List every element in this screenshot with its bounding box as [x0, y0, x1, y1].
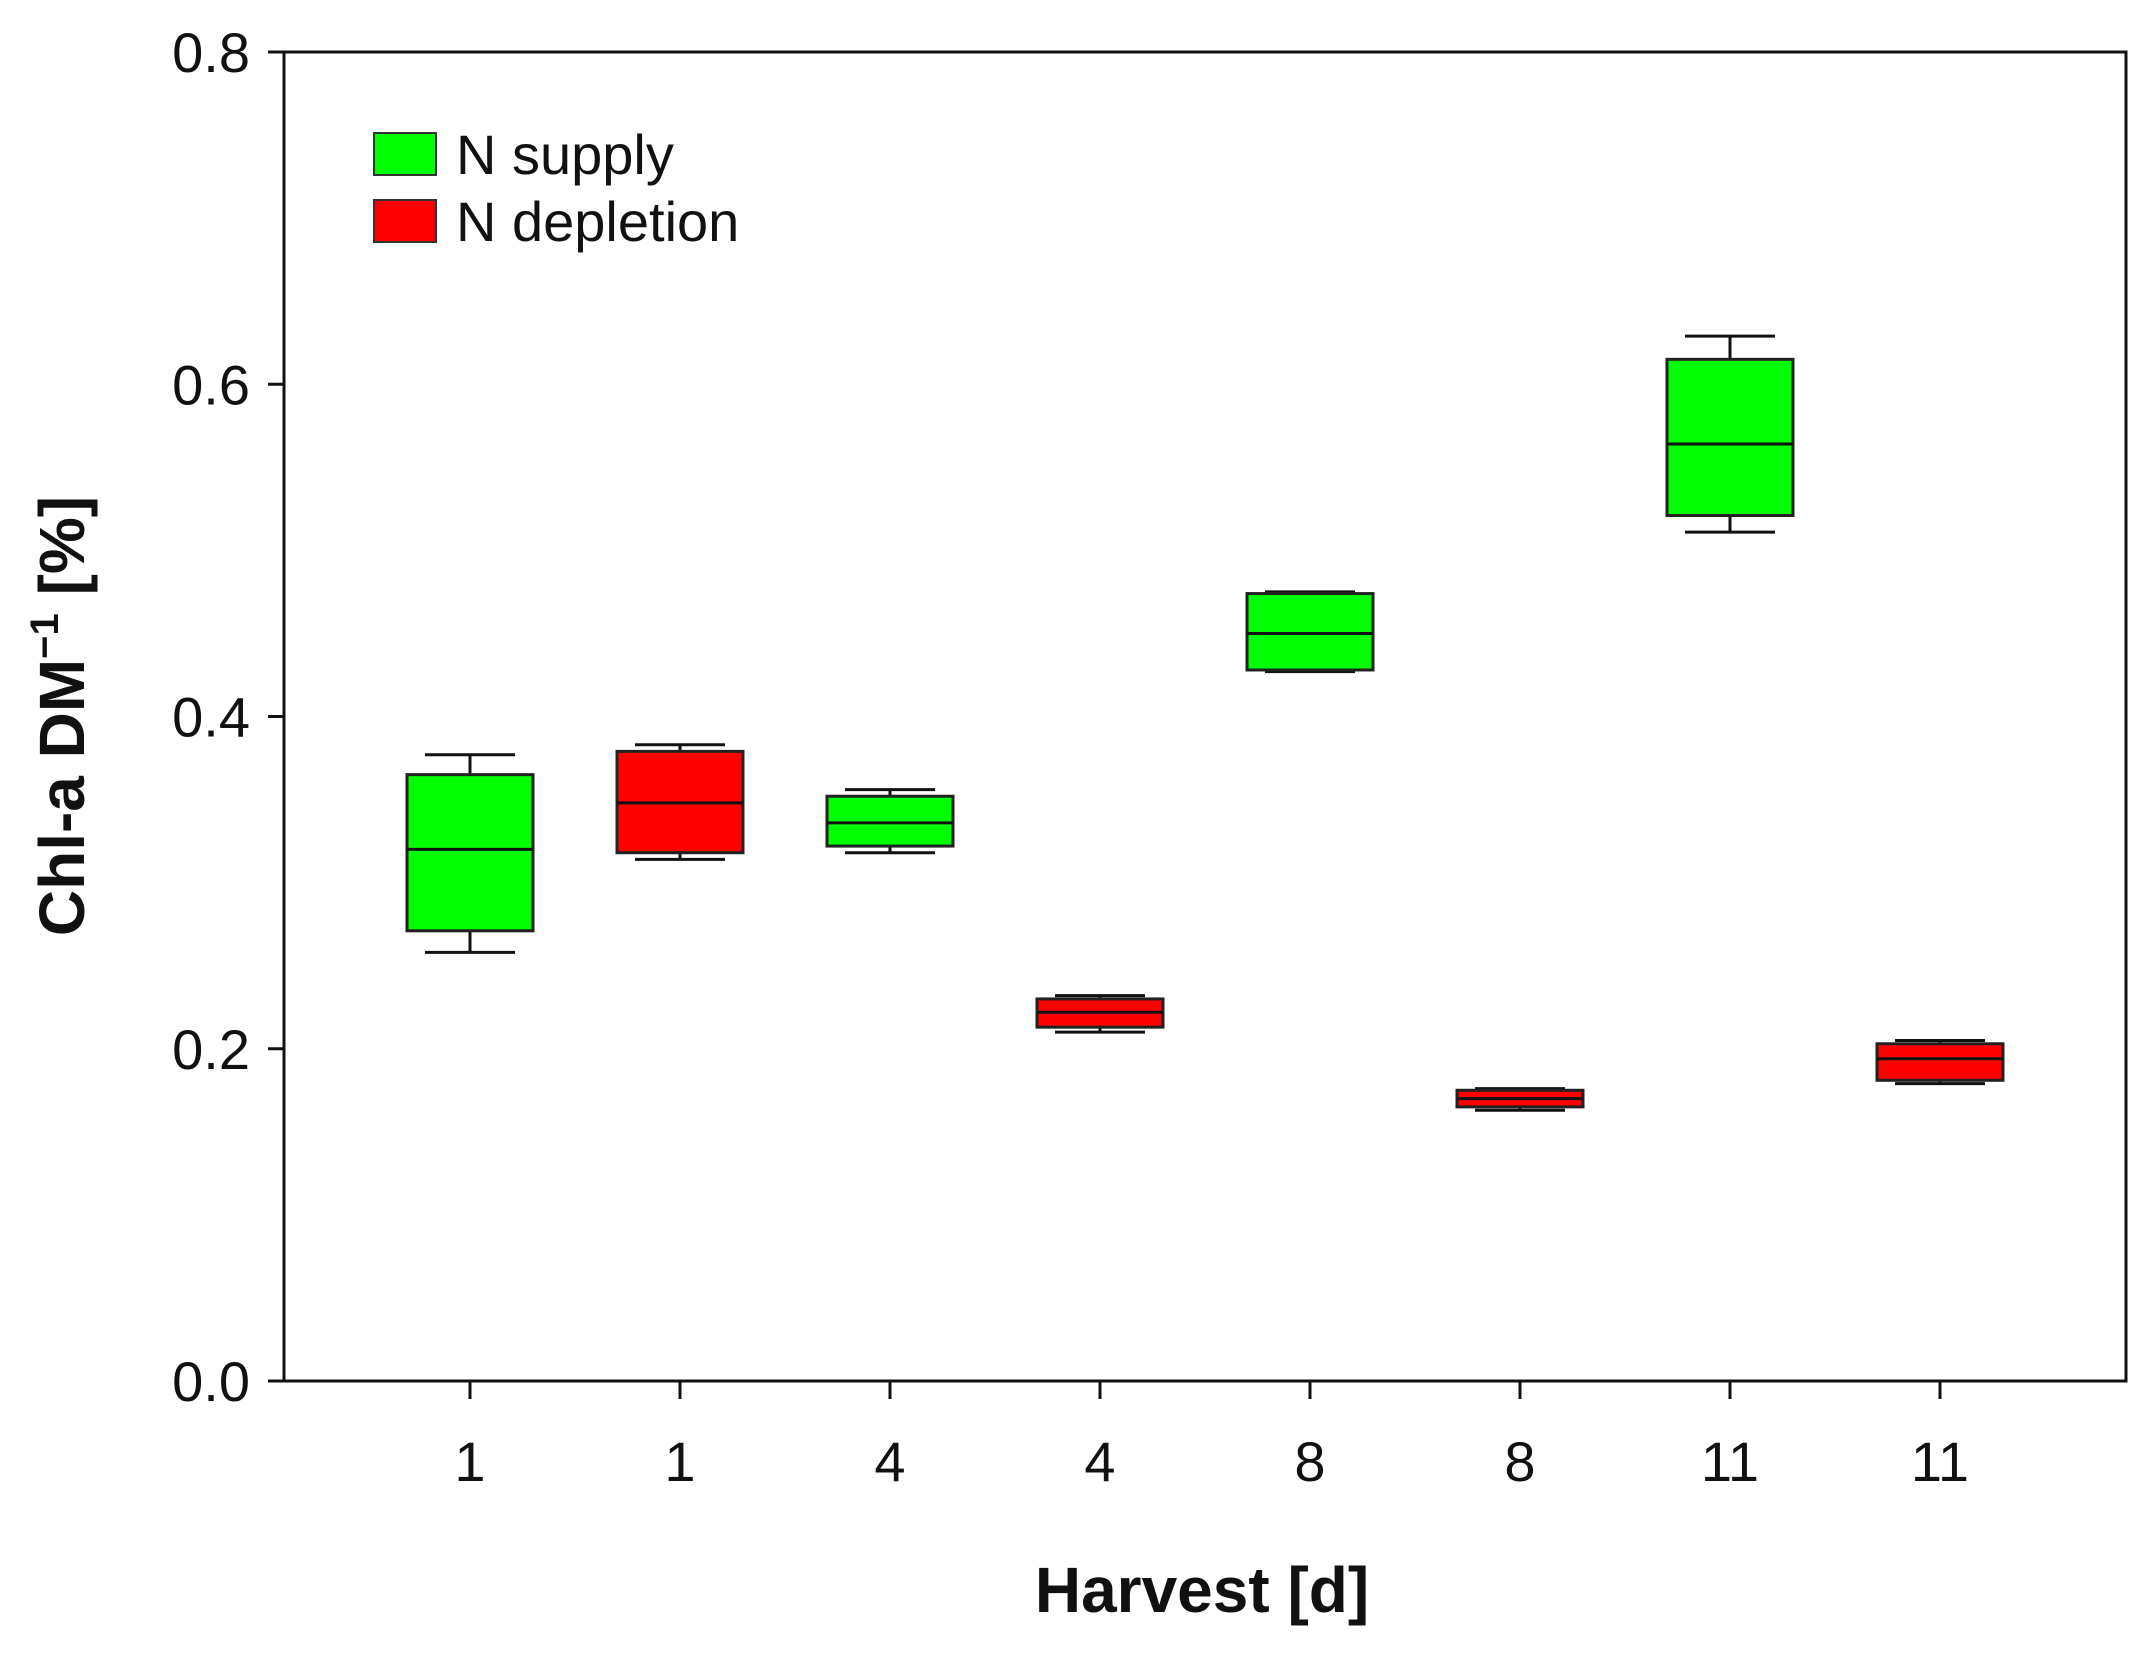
- box-iqr: [405, 773, 535, 933]
- x-tick-label: 11: [1701, 1430, 1759, 1493]
- box-plot-3: [825, 788, 955, 855]
- legend-swatch-n-supply: [373, 132, 437, 176]
- x-tick-label: 4: [874, 1430, 905, 1493]
- box-iqr: [1245, 592, 1375, 672]
- box-plot-2: [615, 743, 745, 861]
- y-tick-label: 0.8: [172, 21, 250, 84]
- x-tick-label: 4: [1084, 1430, 1115, 1493]
- x-tick-label: 1: [664, 1430, 695, 1493]
- y-axis-title-superscript: −1: [23, 613, 67, 659]
- box-plot-5: [1245, 590, 1375, 674]
- y-axis-title-suffix: [%]: [26, 496, 98, 613]
- x-tick-label: 1: [454, 1430, 485, 1493]
- box-plot-8: [1875, 1038, 2005, 1086]
- box-iqr: [1875, 1042, 2005, 1082]
- y-tick-label: 0.6: [172, 353, 250, 416]
- x-tick-label: 8: [1504, 1430, 1535, 1493]
- legend: N supply N depletion: [373, 123, 739, 253]
- box-iqr: [825, 794, 955, 848]
- x-tick-label: 11: [1911, 1430, 1969, 1493]
- x-axis: 1 1 4 4 8 8 11 11: [454, 1381, 1969, 1493]
- y-tick-label: 0.4: [172, 686, 250, 749]
- y-axis-title: Chl-a DM−1 [%]: [23, 496, 98, 936]
- x-axis-title: Harvest [d]: [1035, 1554, 1369, 1626]
- box-plot-4: [1035, 994, 1165, 1034]
- y-axis: 0.0 0.2 0.4 0.6 0.8: [172, 21, 284, 1413]
- x-tick-label: 8: [1294, 1430, 1325, 1493]
- legend-swatch-n-depletion: [373, 199, 437, 243]
- box-plots: [405, 334, 2005, 1112]
- legend-label-n-supply: N supply: [456, 123, 674, 186]
- y-tick-label: 0.2: [172, 1018, 250, 1081]
- box-plot-1: [405, 753, 535, 954]
- y-axis-title-base: Chl-a DM: [26, 659, 98, 936]
- box-iqr: [1665, 357, 1795, 517]
- y-tick-label: 0.0: [172, 1350, 250, 1413]
- legend-label-n-depletion: N depletion: [456, 190, 739, 253]
- box-plot-6: [1455, 1087, 1585, 1112]
- box-plot-7: [1665, 334, 1795, 534]
